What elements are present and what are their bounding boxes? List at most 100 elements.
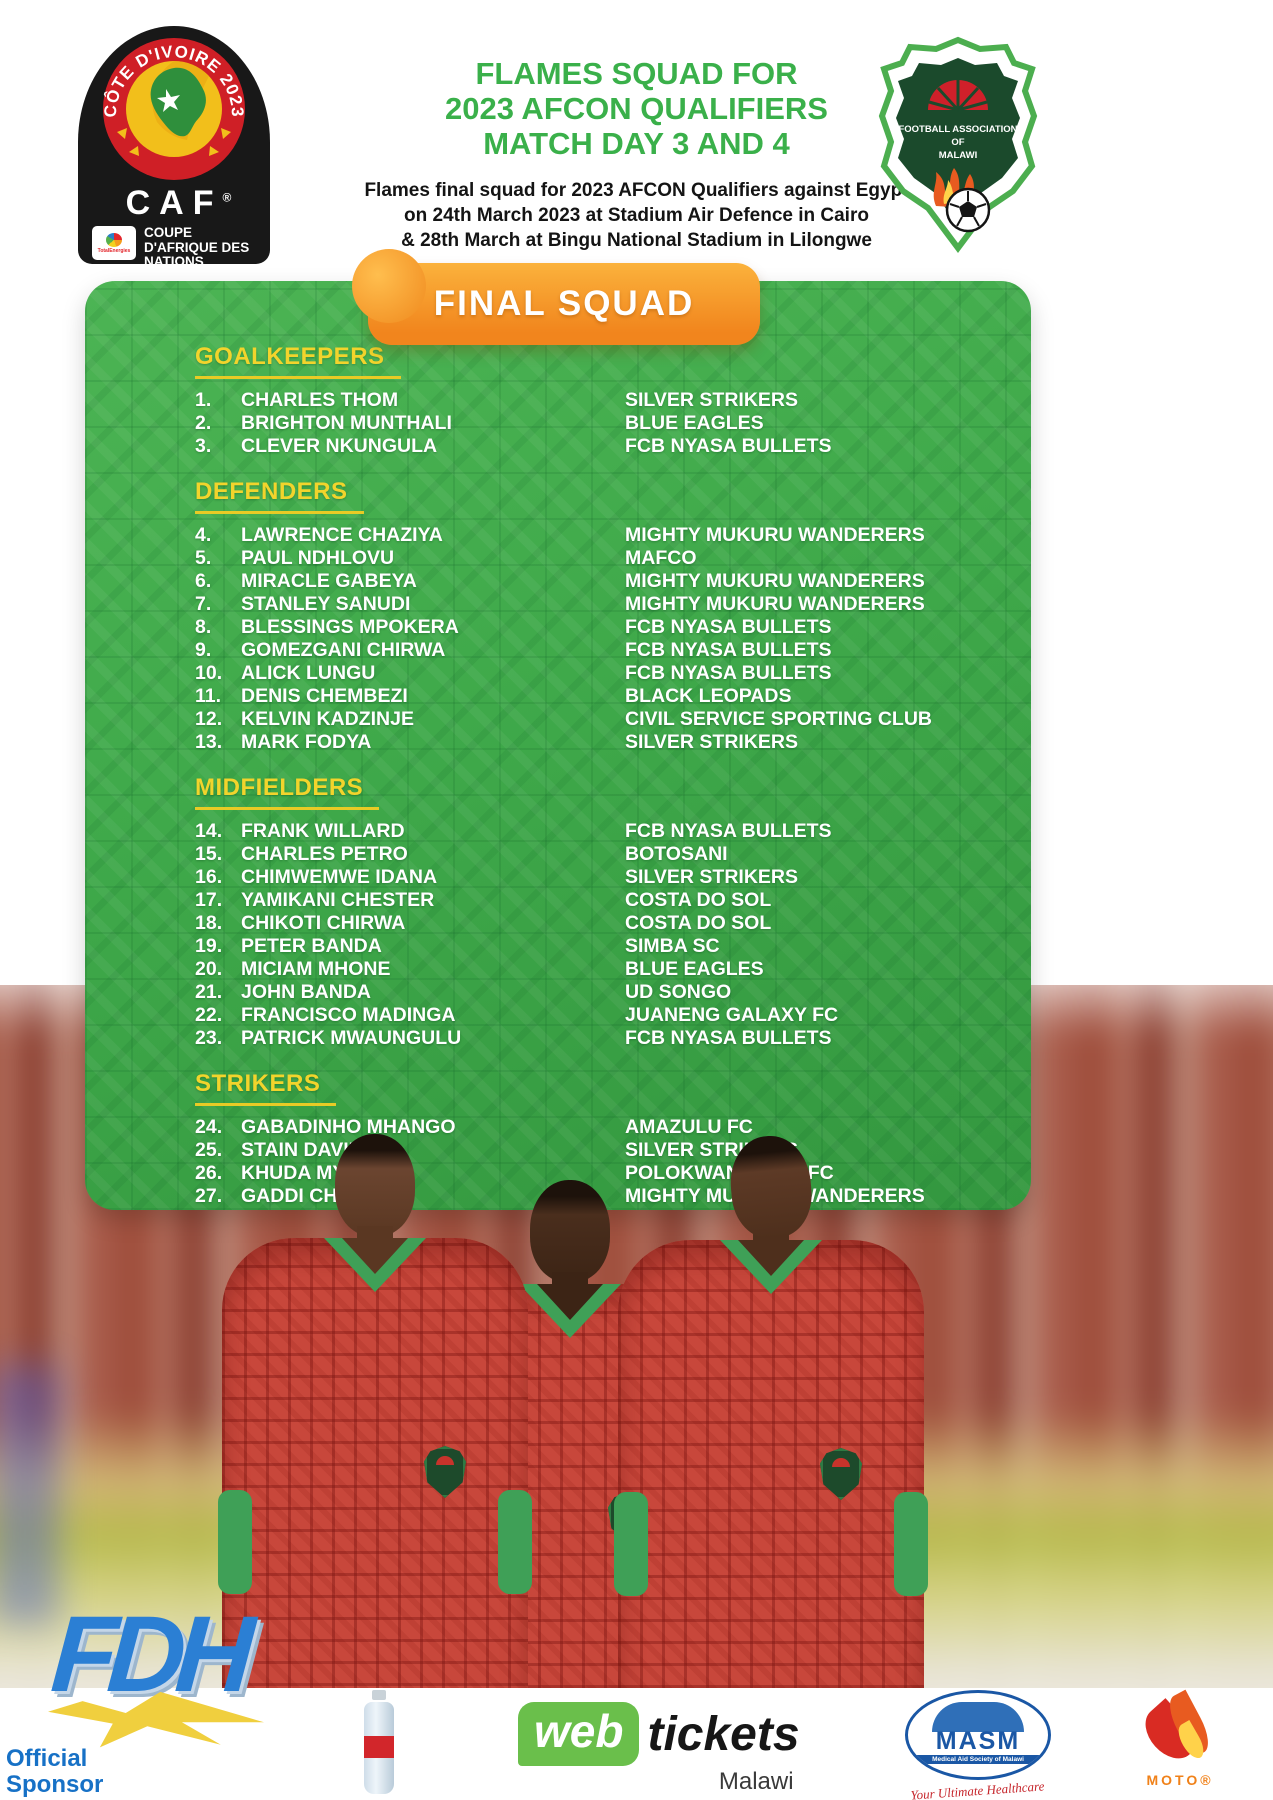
fam-text-line1: FOOTBALL ASSOCIATION bbox=[898, 124, 1017, 135]
players-graphic: 11 8 bbox=[0, 1118, 1273, 1688]
player-row: 3. CLEVER NKUNGULA FCB NYASA BULLETS bbox=[195, 435, 991, 458]
squad-section: MIDFIELDERS 14. FRANK WILLARD FCB NYASA … bbox=[195, 774, 991, 1050]
title-line-1: FLAMES SQUAD FOR bbox=[475, 56, 798, 91]
player-club: FCB NYASA BULLETS bbox=[625, 1027, 832, 1049]
player-row: 13. MARK FODYA SILVER STRIKERS bbox=[195, 731, 991, 754]
player-row: 17. YAMIKANI CHESTER COSTA DO SOL bbox=[195, 889, 991, 912]
player-number: 15. bbox=[195, 843, 223, 865]
player-photo-left: 8 bbox=[218, 1134, 532, 1688]
player-name: KELVIN KADZINJE bbox=[241, 708, 414, 730]
player-number: 23. bbox=[195, 1027, 223, 1049]
player-row: 1. CHARLES THOM SILVER STRIKERS bbox=[195, 389, 991, 412]
player-club: MIGHTY MUKURU WANDERERS bbox=[625, 593, 925, 615]
squad-panel bbox=[85, 281, 1031, 1210]
player-number: 11. bbox=[195, 685, 222, 707]
player-row: 9. GOMEZGANI CHIRWA FCB NYASA BULLETS bbox=[195, 639, 991, 662]
player-club: BLUE EAGLES bbox=[625, 958, 764, 980]
webtickets-logo: web tickets Malawi bbox=[518, 1702, 800, 1796]
player-row: 4. LAWRENCE CHAZIYA MIGHTY MUKURU WANDER… bbox=[195, 524, 991, 547]
official-sponsor-label: Official Sponsor bbox=[6, 1745, 104, 1798]
section-heading: GOALKEEPERS bbox=[195, 343, 401, 379]
player-club: BOTOSANI bbox=[625, 843, 728, 865]
player-club: CIVIL SERVICE SPORTING CLUB bbox=[625, 708, 932, 730]
player-row: 23. PATRICK MWAUNGULU FCB NYASA BULLETS bbox=[195, 1027, 991, 1050]
masm-tagline: Medical Aid Society of Malawi bbox=[916, 1755, 1040, 1764]
player-row: 8. BLESSINGS MPOKERA FCB NYASA BULLETS bbox=[195, 616, 991, 639]
player-name: FRANK WILLARD bbox=[241, 820, 405, 842]
player-name: CLEVER NKUNGULA bbox=[241, 435, 438, 457]
player-row: 7. STANLEY SANUDI MIGHTY MUKURU WANDERER… bbox=[195, 593, 991, 616]
player-number: 2. bbox=[195, 412, 212, 434]
subtitle-line-1: Flames final squad for 2023 AFCON Qualif… bbox=[364, 180, 909, 201]
player-row: 6. MIRACLE GABEYA MIGHTY MUKURU WANDERER… bbox=[195, 570, 991, 593]
player-name: DENIS CHEMBEZI bbox=[241, 685, 408, 707]
player-number: 19. bbox=[195, 935, 223, 957]
masm-wordmark: MASM bbox=[935, 1727, 1021, 1755]
section-heading: DEFENDERS bbox=[195, 478, 364, 514]
afcon-ball-icon: CÔTE D'IVOIRE 2023 bbox=[101, 38, 246, 180]
squad-sections: GOALKEEPERS 1. CHARLES THOM SILVER STRIK… bbox=[85, 281, 1031, 1210]
player-number: 13. bbox=[195, 731, 223, 753]
player-number: 6. bbox=[195, 570, 212, 592]
player-name: MIRACLE GABEYA bbox=[241, 570, 417, 592]
player-name: PETER BANDA bbox=[241, 935, 382, 957]
player-club: FCB NYASA BULLETS bbox=[625, 662, 832, 684]
player-row: 12. KELVIN KADZINJE CIVIL SERVICE SPORTI… bbox=[195, 708, 991, 731]
player-row: 24. GABADINHO MHANGO AMAZULU FC bbox=[195, 1116, 991, 1139]
squad-section: DEFENDERS 4. LAWRENCE CHAZIYA MIGHTY MUK… bbox=[195, 478, 991, 754]
player-name: CHARLES THOM bbox=[241, 389, 399, 411]
section-heading: MIDFIELDERS bbox=[195, 774, 380, 810]
player-name: CHARLES PETRO bbox=[241, 843, 408, 865]
squad-section: STRIKERS 24. GABADINHO MHANGO AMAZULU FC… bbox=[195, 1070, 991, 1208]
player-club: BLUE EAGLES bbox=[625, 412, 764, 434]
fam-crest: FOOTBALL ASSOCIATION OF MALAWI bbox=[878, 36, 1038, 253]
player-club: UD SONGO bbox=[625, 981, 732, 1003]
fam-text-line2: OF bbox=[951, 137, 964, 148]
player-number: 26. bbox=[195, 1162, 223, 1184]
player-row: 21. JOHN BANDA UD SONGO bbox=[195, 981, 991, 1004]
player-name: PAUL NDHLOVU bbox=[241, 547, 395, 569]
player-club: FCB NYASA BULLETS bbox=[625, 435, 832, 457]
final-squad-banner: FINAL SQUAD bbox=[352, 249, 760, 345]
player-number: 8. bbox=[195, 616, 212, 638]
player-club: BLACK LEOPADS bbox=[625, 685, 792, 707]
player-number: 20. bbox=[195, 958, 223, 980]
player-name: YAMIKANI CHESTER bbox=[241, 889, 435, 911]
player-name: GABADINHO MHANGO bbox=[241, 1116, 456, 1138]
player-row: 15. CHARLES PETRO BOTOSANI bbox=[195, 843, 991, 866]
player-club: FCB NYASA BULLETS bbox=[625, 616, 832, 638]
player-photo-right: 11 bbox=[614, 1132, 928, 1688]
player-number: 1. bbox=[195, 389, 212, 411]
player-name: ALICK LUNGU bbox=[241, 662, 376, 684]
player-row: 2. BRIGHTON MUNTHALI BLUE EAGLES bbox=[195, 412, 991, 435]
fdh-wordmark: FDH bbox=[47, 1593, 249, 1714]
title-line-3: MATCH DAY 3 AND 4 bbox=[483, 126, 790, 161]
player-row: 5. PAUL NDHLOVU MAFCO bbox=[195, 547, 991, 570]
player-number: 14. bbox=[195, 820, 223, 842]
player-name: FRANCISCO MADINGA bbox=[241, 1004, 456, 1026]
player-row: 11. DENIS CHEMBEZI BLACK LEOPADS bbox=[195, 685, 991, 708]
section-rows: 24. GABADINHO MHANGO AMAZULU FC 25. STAI… bbox=[195, 1116, 991, 1208]
umbrella-icon bbox=[932, 1702, 1024, 1732]
player-row: 16. CHIMWEMWE IDANA SILVER STRIKERS bbox=[195, 866, 991, 889]
webtickets-web: web bbox=[518, 1702, 640, 1766]
section-rows: 1. CHARLES THOM SILVER STRIKERS 2. BRIGH… bbox=[195, 389, 991, 458]
final-squad-label: FINAL SQUAD bbox=[433, 284, 695, 323]
masm-logo: MASM Medical Aid Society of Malawi Your … bbox=[898, 1690, 1058, 1800]
player-club: COSTA DO SOL bbox=[625, 889, 772, 911]
player-number: 27. bbox=[195, 1185, 223, 1207]
player-club: AMAZULU FC bbox=[625, 1116, 753, 1138]
player-club: SILVER STRIKERS bbox=[625, 389, 798, 411]
player-number: 18. bbox=[195, 912, 223, 934]
player-name: CHIKOTI CHIRWA bbox=[241, 912, 406, 934]
player-number: 25. bbox=[195, 1139, 223, 1161]
webtickets-region: Malawi bbox=[718, 1768, 794, 1795]
player-club: SILVER STRIKERS bbox=[625, 731, 798, 753]
section-heading: STRIKERS bbox=[195, 1070, 337, 1106]
moto-logo: MOTO® bbox=[1135, 1689, 1222, 1788]
jersey-crest-icon bbox=[424, 1446, 466, 1498]
fam-text-line3: MALAWI bbox=[939, 150, 978, 161]
player-number: 24. bbox=[195, 1116, 223, 1138]
totalenergies-label: TotalEnergies bbox=[97, 247, 131, 254]
